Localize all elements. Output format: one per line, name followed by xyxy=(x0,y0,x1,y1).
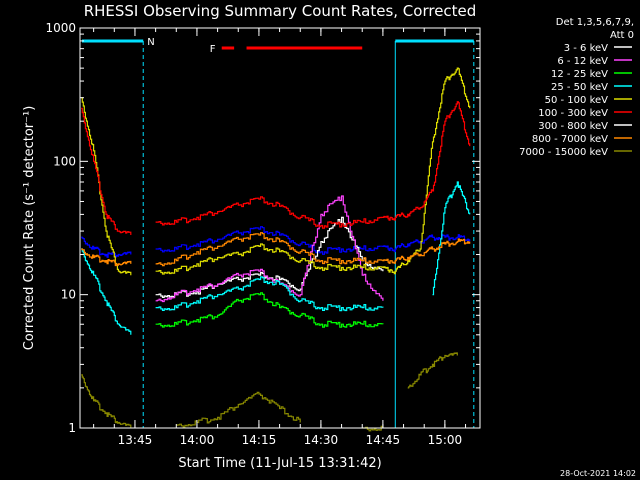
y-tick-label: 100 xyxy=(53,154,76,168)
x-tick-label: 14:30 xyxy=(304,433,339,447)
series-layer xyxy=(81,67,471,432)
legend-entry-label: 3 - 6 keV xyxy=(564,43,608,54)
series-line-5 xyxy=(81,107,132,235)
series-line-3 xyxy=(155,276,384,312)
series-line-7 xyxy=(155,232,471,267)
series-line-4 xyxy=(81,97,132,276)
x-tick-label: 13:45 xyxy=(118,433,153,447)
y-axis-label: Corrected Count Rate (s⁻¹ detector⁻¹) xyxy=(22,106,37,351)
flare-label: F xyxy=(210,44,216,55)
series-line-extra-0 xyxy=(155,226,471,255)
x-tick-label: 14:45 xyxy=(366,433,401,447)
series-line-3 xyxy=(432,181,471,296)
legend-header: Att 0 xyxy=(610,30,634,41)
legend-entry-label: 12 - 25 keV xyxy=(551,69,608,80)
series-line-extra-1 xyxy=(362,425,384,432)
chart-title: RHESSI Observing Summary Count Rates, Co… xyxy=(84,2,477,20)
series-line-5 xyxy=(155,101,471,229)
x-axis-label: Start Time (11-Jul-15 13:31:42) xyxy=(178,456,381,471)
chart-title-group: RHESSI Observing Summary Count Rates, Co… xyxy=(84,2,477,20)
series-line-extra-1 xyxy=(407,352,458,389)
series-line-3 xyxy=(81,248,132,335)
series-line-extra-1 xyxy=(176,391,301,428)
legend-entry-label: 100 - 300 keV xyxy=(538,108,608,119)
series-line-2 xyxy=(155,292,384,328)
x-tick-label: 14:00 xyxy=(180,433,215,447)
y-tick-label: 1000 xyxy=(45,21,76,35)
legend-entry-label: 800 - 7000 keV xyxy=(532,134,608,145)
series-line-4 xyxy=(155,67,471,275)
legend-entry-label: 300 - 800 keV xyxy=(538,121,608,132)
x-tick-label: 14:15 xyxy=(242,433,277,447)
night-label: N xyxy=(147,37,154,48)
x-tick-label: 15:00 xyxy=(428,433,463,447)
legend-entry-label: 25 - 50 keV xyxy=(551,82,608,93)
legend: Det 1,3,5,6,7,9, Att 03 - 6 keV 6 - 12 keV… xyxy=(519,17,634,158)
legend-entry-label: 50 - 100 keV xyxy=(545,95,609,106)
series-line-1 xyxy=(155,195,384,303)
series-line-extra-0 xyxy=(81,236,132,258)
legend-entry-label: 7000 - 15000 keV xyxy=(519,147,608,158)
y-tick-label: 10 xyxy=(61,288,76,302)
series-line-7 xyxy=(81,248,132,267)
annotation-layer: NF xyxy=(82,37,475,428)
plot-frame xyxy=(79,27,481,429)
y-tick-label: 1 xyxy=(68,421,76,435)
axes-layer: 1 10 100 1000 13:45 14:00 14:15 14:30 14:45 15:00 xyxy=(45,21,481,447)
series-line-extra-1 xyxy=(81,374,132,428)
legend-entry-label: 6 - 12 keV xyxy=(557,56,608,67)
timestamp: 28-Oct-2021 14:02 xyxy=(560,469,636,478)
legend-header: Det 1,3,5,6,7,9, xyxy=(556,17,634,28)
